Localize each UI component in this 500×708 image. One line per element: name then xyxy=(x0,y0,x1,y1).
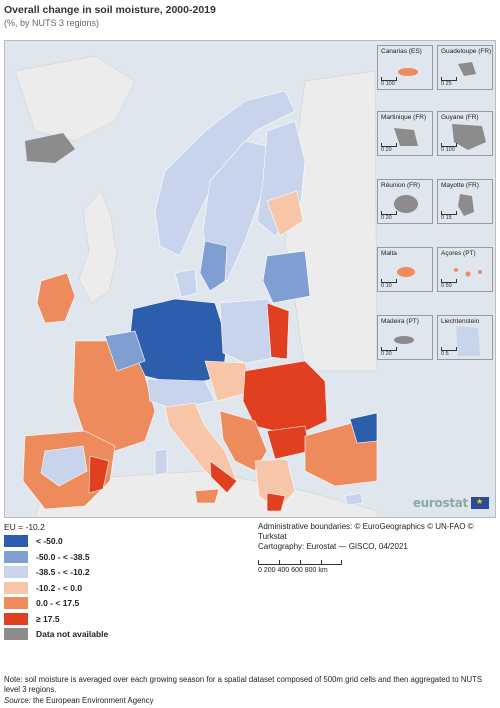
greece-shape xyxy=(254,458,296,512)
legend-item: 0.0 - < 17.5 xyxy=(4,596,244,610)
inset-reunion: Réunion (FR) 0 20 xyxy=(377,179,433,224)
alps-shape xyxy=(146,378,216,410)
credits-cartography: Cartography: Eurostat — GISCO, 04/2021 xyxy=(258,542,408,551)
legend-item: ≥ 17.5 xyxy=(4,612,244,626)
page-title: Overall change in soil moisture, 2000-20… xyxy=(4,4,216,16)
scale-bar: 0 200 400 600 800 km xyxy=(258,556,398,580)
legend: EU = -10.2 < -50.0 -50.0 - < -38.5 -38.5 -… xyxy=(4,522,244,643)
poland-east-shape xyxy=(266,302,290,360)
legend-swatch xyxy=(4,535,28,547)
legend-item: < -50.0 xyxy=(4,534,244,548)
finland-south-shape xyxy=(266,190,304,237)
inset-acores: Açores (PT) 0 50 xyxy=(437,247,493,292)
legend-label: < -50.0 xyxy=(36,536,63,546)
credits-boundaries: Administrative boundaries: © EuroGeograp… xyxy=(258,522,474,541)
page-subtitle: (%, by NUTS 3 regions) xyxy=(4,18,100,28)
uk-shape xyxy=(78,190,118,304)
legend-swatch xyxy=(4,612,28,625)
eu-flag-icon xyxy=(471,497,489,509)
source-line: Source: the European Environment Agency xyxy=(4,696,154,705)
legend-label: -38.5 - < -10.2 xyxy=(36,567,90,577)
legend-swatch xyxy=(4,550,28,563)
spain-east-shape xyxy=(88,455,110,494)
legend-item: Data not available xyxy=(4,627,244,641)
legend-label: ≥ 17.5 xyxy=(36,613,60,624)
italy-south-shape xyxy=(209,460,238,494)
bulgaria-shape xyxy=(266,425,311,460)
legend-eu-value: EU = -10.2 xyxy=(4,522,45,532)
hungary-romania-shape xyxy=(242,360,328,437)
legend-label: -50.0 - < -38.5 xyxy=(36,551,90,562)
legend-item: -10.2 - < 0.0 xyxy=(4,581,244,595)
legend-label: Data not available xyxy=(36,629,109,639)
spain-center-shape xyxy=(40,445,88,487)
legend-label: -10.2 - < 0.0 xyxy=(36,582,83,593)
inset-guadeloupe: Guadeloupe (FR) 0 25 xyxy=(437,45,493,90)
baltics-shape xyxy=(262,250,311,304)
inset-guyane: Guyane (FR) 0 100 xyxy=(437,111,493,156)
turkey-east-shape xyxy=(349,412,378,444)
greece-south-shape xyxy=(266,492,286,512)
sicily-shape xyxy=(194,488,220,504)
legend-swatch xyxy=(4,581,28,594)
france-north-shape xyxy=(104,330,146,372)
inset-canarias: Canarias (ES) 0 100 xyxy=(377,45,433,90)
map-panel[interactable]: Canarias (ES) 0 100 Guadeloupe (FR) 0 25… xyxy=(4,40,496,518)
footnote: Note: soil moisture is averaged over eac… xyxy=(4,675,483,694)
europe-map xyxy=(14,55,378,517)
legend-swatch xyxy=(4,628,28,640)
cyprus-shape xyxy=(344,492,364,506)
balkans-shape xyxy=(219,410,268,472)
inset-madeira: Madeira (PT) 0 20 xyxy=(377,315,433,360)
sweden-south-shape xyxy=(199,240,228,292)
ireland-shape xyxy=(36,272,76,324)
legend-item: -50.0 - < -38.5 xyxy=(4,550,244,564)
greenland-shape xyxy=(14,55,136,142)
iceland-shape xyxy=(25,133,75,163)
sardinia-shape xyxy=(154,448,168,476)
legend-swatch xyxy=(4,566,28,578)
legend-label: 0.0 - < 17.5 xyxy=(36,598,80,608)
inset-malta: Malta 0 10 xyxy=(377,247,433,292)
eurostat-wordmark: eurostat xyxy=(412,496,468,510)
inset-martinique: Martinique (FR) 0 20 xyxy=(377,111,433,156)
eurostat-logo: eurostat xyxy=(413,495,489,511)
inset-mayotte: Mayotte (FR) 0 15 xyxy=(437,179,493,224)
scale-bar-labels: 0 200 400 600 800 km xyxy=(258,567,328,574)
credits: Administrative boundaries: © EuroGeograp… xyxy=(258,522,500,552)
denmark-shape xyxy=(174,268,198,298)
inset-liechtenstein: Liechtenstein 0 5 xyxy=(437,315,493,360)
legend-item: -38.5 - < -10.2 xyxy=(4,565,244,579)
legend-swatch xyxy=(4,597,28,609)
